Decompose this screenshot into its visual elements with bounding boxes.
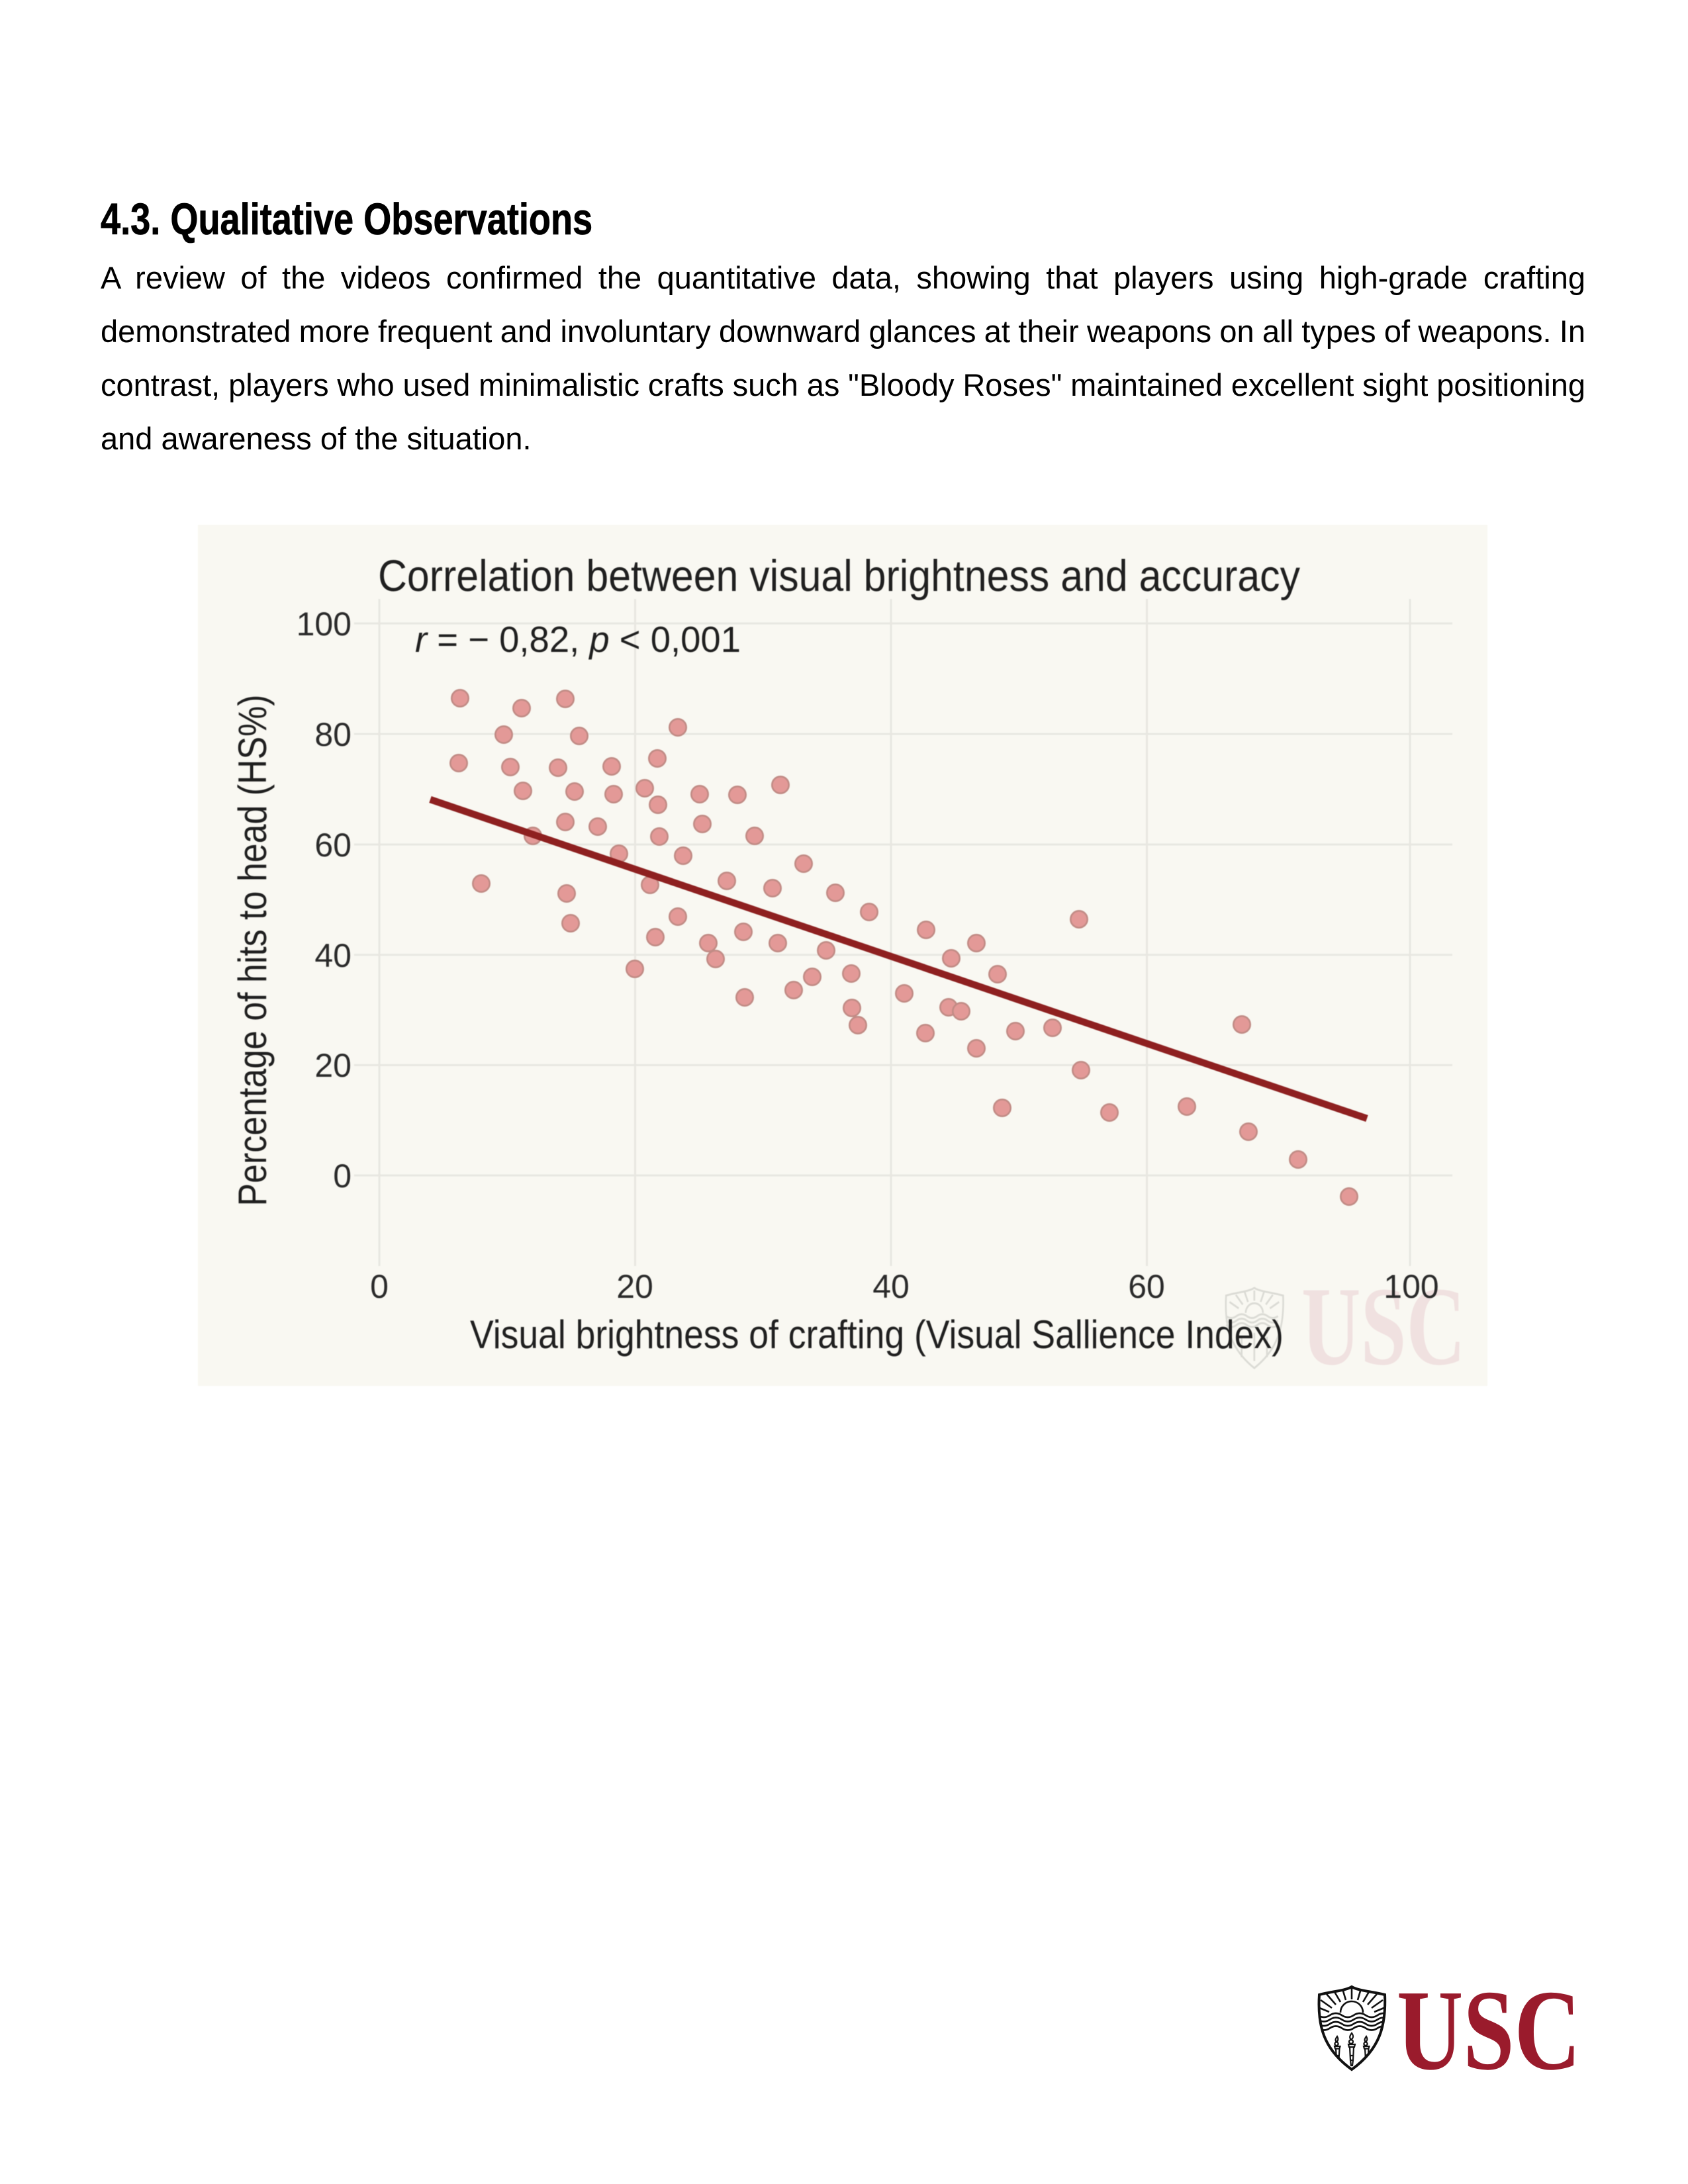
svg-text:r = − 0,82, p < 0,001: r = − 0,82, p < 0,001 <box>415 619 741 660</box>
svg-text:60: 60 <box>1128 1268 1165 1305</box>
svg-text:0: 0 <box>333 1158 352 1195</box>
svg-text:Percentage of hits to head (HS: Percentage of hits to head (HS%) <box>230 695 275 1206</box>
svg-text:80: 80 <box>314 716 352 753</box>
svg-text:20: 20 <box>616 1268 653 1305</box>
svg-text:USC: USC <box>1397 1984 1581 2080</box>
svg-text:40: 40 <box>872 1268 910 1305</box>
svg-text:0: 0 <box>370 1268 389 1305</box>
svg-text:Correlation between visual bri: Correlation between visual brightness an… <box>378 551 1300 601</box>
svg-text:100: 100 <box>1383 1268 1438 1305</box>
svg-text:USC: USC <box>1301 1264 1466 1386</box>
svg-text:20: 20 <box>314 1047 352 1084</box>
svg-text:Visual brightness of crafting: Visual brightness of crafting (Visual Sa… <box>470 1312 1284 1357</box>
svg-text:40: 40 <box>314 937 352 974</box>
svg-text:100: 100 <box>297 606 352 643</box>
svg-text:60: 60 <box>314 827 352 864</box>
